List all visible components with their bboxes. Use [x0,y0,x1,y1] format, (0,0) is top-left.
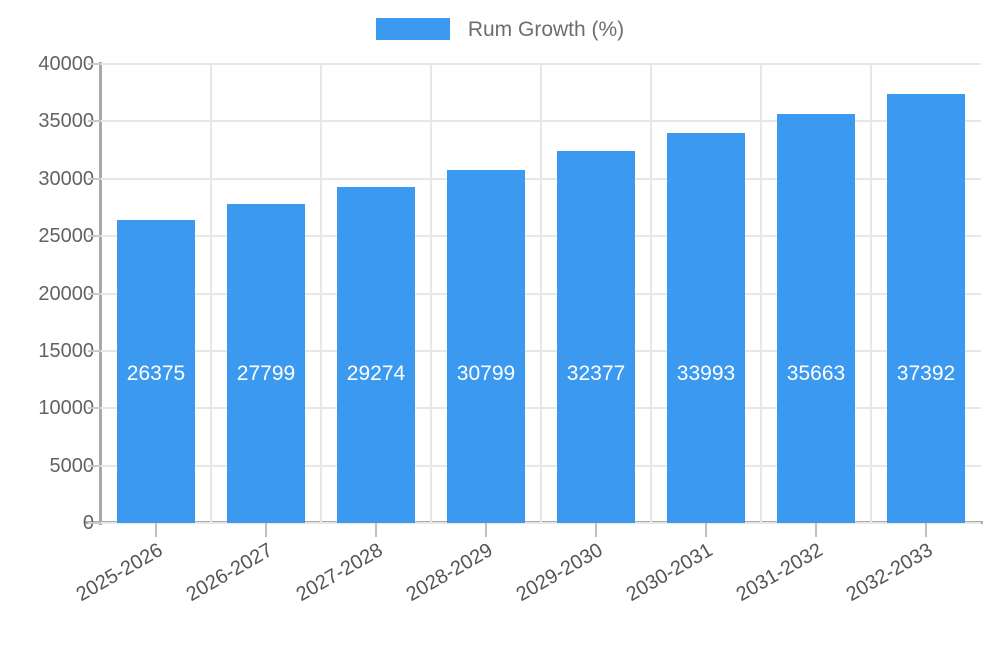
gridline-vertical [870,64,872,523]
gridline-vertical [320,64,322,523]
x-axis-tick-label: 2030-2031 [622,539,717,607]
bar-value-label: 37392 [896,362,956,385]
bar-value-label: 27799 [236,362,296,385]
legend-swatch-icon [375,18,450,40]
chart-legend: Rum Growth (%) [0,10,1000,48]
y-axis-tick-mark [88,120,101,123]
bar[interactable]: 37392 [886,93,966,523]
gridline-vertical [650,64,652,523]
y-axis-tick-label: 40000 [38,53,94,75]
y-axis-tick-mark [88,63,101,65]
gridline-vertical [760,64,762,523]
y-axis-tick-label: 20000 [38,282,94,305]
bar[interactable]: 30799 [446,169,526,523]
x-axis-tick-mark [815,523,817,537]
x-axis-tick-mark [925,523,927,537]
x-axis-tick-label: 2029-2030 [512,539,607,607]
gridline-vertical [210,64,212,523]
y-axis-tick-mark [88,464,101,467]
bar-chart: Rum Growth (%) 0 5000 10000 15000 20000 25000… [0,10,1000,607]
y-axis-tick-mark [88,292,101,295]
x-axis-tick-label: 2026-2027 [182,539,277,607]
y-axis-tick-label: 5000 [49,454,95,477]
bar[interactable]: 27799 [226,204,306,523]
y-axis-tick-mark [88,235,101,238]
bar[interactable]: 32377 [556,151,636,523]
plot-area: 26375 27799 29274 30799 32377 33993 35663 37392 [101,63,981,524]
legend-item-label: Rum Growth (%) [467,17,625,41]
gridline-horizontal [101,522,981,524]
bar[interactable]: 35663 [776,113,856,523]
bar-value-label: 33993 [676,362,736,385]
x-axis-tick-label: 2031-2032 [732,539,827,607]
y-axis-tick-label: 25000 [38,225,94,248]
bar-value-label: 26375 [126,362,186,385]
x-axis-tick-label: 2032-2033 [842,539,937,607]
x-axis-tick-mark [595,523,597,537]
y-axis-tick-mark [88,349,101,352]
x-axis-tick-mark [375,523,377,537]
y-axis-tick-mark [88,407,101,410]
y-axis-tick-label: 15000 [38,339,94,362]
bar-value-label: 35663 [786,362,846,385]
bar[interactable]: 33993 [666,132,746,523]
legend-item-rum-growth[interactable]: Rum Growth (%) [375,17,625,41]
x-axis-tick-mark [485,523,487,537]
x-axis-tick-mark [705,523,707,537]
x-axis-tick-mark [265,523,267,537]
bar[interactable]: 26375 [116,220,196,523]
x-axis-tick-label: 2028-2029 [402,539,497,607]
bar-value-label: 29274 [346,362,406,385]
x-axis-tick-label: 2025-2026 [72,539,167,607]
x-axis-tick-mark [155,523,157,537]
y-axis-tick-label: 35000 [38,110,94,133]
bar-value-label: 30799 [456,362,516,385]
y-axis-tick-mark [88,522,101,524]
gridline-vertical [540,64,542,523]
bar[interactable]: 29274 [336,187,416,523]
y-axis-tick-label: 0 [12,513,94,533]
y-axis-tick-label: 30000 [38,167,94,190]
y-axis-tick-label: 10000 [38,397,94,420]
gridline-vertical [430,64,432,523]
y-axis-tick-mark [88,177,101,180]
bar-value-label: 32377 [566,362,626,385]
x-axis-tick-label: 2027-2028 [292,539,387,607]
